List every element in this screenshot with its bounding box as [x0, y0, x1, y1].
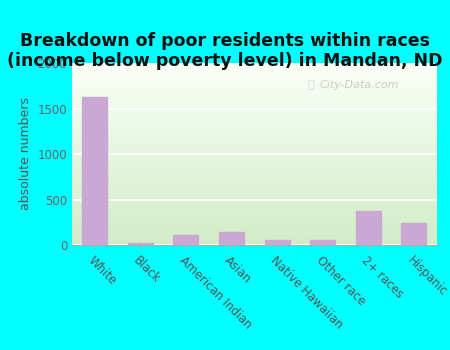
Y-axis label: absolute numbers: absolute numbers	[19, 98, 32, 210]
Text: City-Data.com: City-Data.com	[320, 80, 399, 90]
Bar	[128, 243, 153, 245]
Bar	[310, 240, 335, 245]
Text: Breakdown of poor residents within races
(income below poverty level) in Mandan,: Breakdown of poor residents within races…	[7, 32, 443, 70]
Bar	[265, 240, 289, 245]
Bar	[173, 235, 198, 245]
Bar	[82, 97, 107, 245]
Bar	[219, 232, 244, 245]
Bar	[401, 223, 426, 245]
Bar	[356, 211, 381, 245]
Text: ⦿: ⦿	[307, 80, 314, 90]
